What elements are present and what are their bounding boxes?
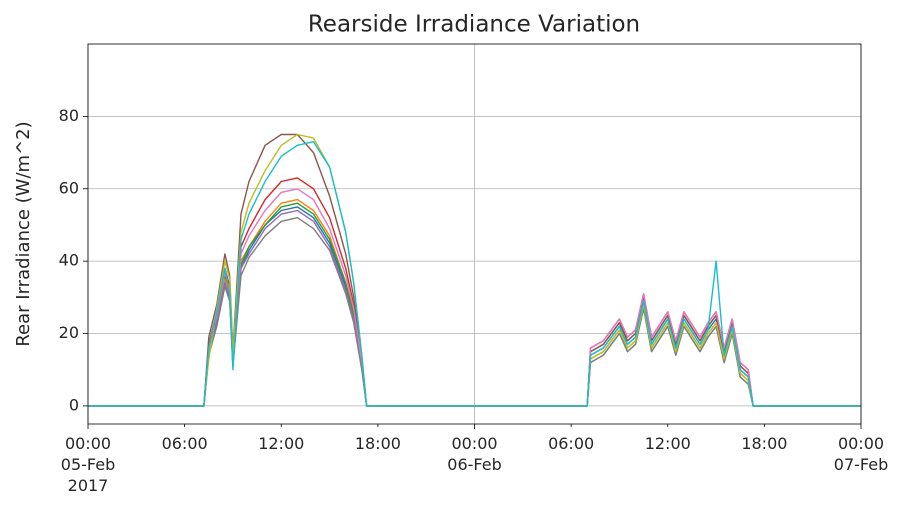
y-axis-label: Rear Irradiance (W/m^2) (13, 121, 34, 346)
y-tick-label: 40 (59, 251, 79, 270)
x-tick-label: 18:00 (741, 434, 787, 453)
plot-frame (87, 43, 862, 425)
x-tick-label: 00:00 05-Feb 2017 (61, 434, 115, 495)
y-tick-label: 80 (59, 106, 79, 125)
y-tick-label: 20 (59, 323, 79, 342)
x-tick-label: 00:00 06-Feb (447, 434, 501, 474)
x-tick-label: 18:00 (355, 434, 401, 453)
x-tick-label: 06:00 (548, 434, 594, 453)
x-tick-label: 12:00 (258, 434, 304, 453)
y-tick-label: 0 (69, 395, 79, 414)
x-tick-label: 12:00 (645, 434, 691, 453)
series-line (88, 140, 861, 407)
y-tick-label: 60 (59, 178, 79, 197)
x-tick-label: 06:00 (162, 434, 208, 453)
chart-title: Rearside Irradiance Variation (308, 12, 640, 38)
x-tick-label: 00:00 07-Feb (834, 434, 888, 474)
